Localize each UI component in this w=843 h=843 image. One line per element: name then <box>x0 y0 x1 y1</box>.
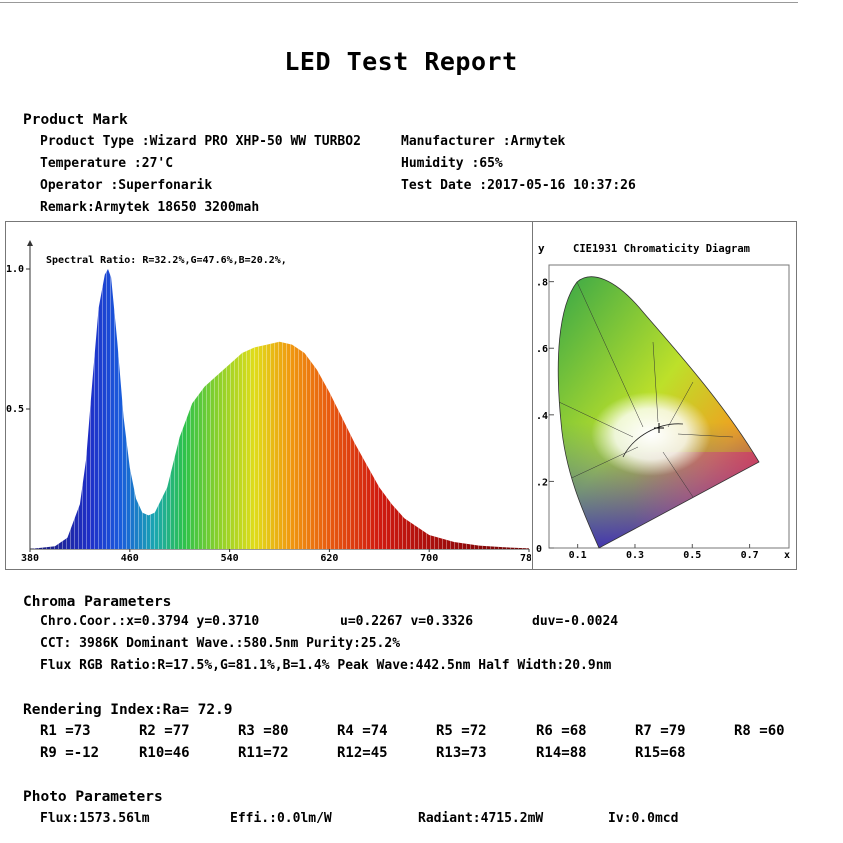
cie-x-tick-label: 0.5 <box>683 550 701 561</box>
product-mark-heading: Product Mark <box>23 112 128 128</box>
cie-x-tick-label: 0.7 <box>741 550 759 561</box>
spectrum-x-tick-label: 380 <box>21 553 39 564</box>
chroma-duv: duv=-0.0024 <box>532 614 619 629</box>
rendering-index-value: R6 =68 <box>536 723 587 739</box>
photo-iv: Iv:0.0mcd <box>608 811 679 826</box>
chroma-uv: u=0.2267 v=0.3326 <box>340 614 474 629</box>
rendering-index-value: R13=73 <box>436 745 487 761</box>
cie-title: CIE1931 Chromaticity Diagram <box>573 243 750 255</box>
spectrum-y-tick-label: 0.5 <box>6 404 24 415</box>
cie-x-tick-label: 0.3 <box>626 550 644 561</box>
cie-y-tick-label: .6 <box>536 344 548 355</box>
rendering-index-value: R1 =73 <box>40 723 91 739</box>
test-date: Test Date :2017-05-16 10:37:26 <box>401 178 636 193</box>
photo-efficacy: Effi.:0.0lm/W <box>230 811 332 826</box>
chroma-cct-line: CCT: 3986K Dominant Wave.:580.5nm Purity… <box>40 636 401 651</box>
photo-radiant: Radiant:4715.2mW <box>418 811 544 826</box>
cie-x-axis-label: x <box>784 550 790 561</box>
rendering-index-value: R4 =74 <box>337 723 388 739</box>
rendering-index-value: R8 =60 <box>734 723 785 739</box>
spectrum-x-tick-label: 540 <box>221 553 239 564</box>
cie-plot-frame <box>548 264 790 549</box>
cie-chart: y CIE1931 Chromaticity Diagram .8 .6 .4 .2 0… <box>536 242 790 561</box>
rendering-index-value: R7 =79 <box>635 723 686 739</box>
panel-divider <box>532 221 533 570</box>
chroma-coordinates: Chro.Coor.:x=0.3794 y=0.3710 <box>40 614 260 629</box>
humidity: Humidity :65% <box>401 156 503 171</box>
photo-flux: Flux:1573.56lm <box>40 811 150 826</box>
manufacturer: Manufacturer :Armytek <box>401 134 566 149</box>
remark: Remark:Armytek 18650 3200mah <box>40 200 260 215</box>
product-type: Product Type :Wizard PRO XHP-50 WW TURBO… <box>40 134 361 149</box>
photo-heading: Photo Parameters <box>23 789 163 805</box>
cie-y-tick-label: .8 <box>536 278 548 289</box>
rendering-index-value: R5 =72 <box>436 723 487 739</box>
spectrum-x-tick-label: 780 <box>520 553 531 564</box>
spectrum-stripes <box>30 269 529 549</box>
rendering-index-value: R3 =80 <box>238 723 289 739</box>
cie-locus-outline <box>557 276 760 549</box>
rendering-index-value: R2 =77 <box>139 723 190 739</box>
rendering-index-value: R15=68 <box>635 745 686 761</box>
spectral-ratio-label: Spectral Ratio: R=32.2%,G=47.6%,B=20.2%, <box>46 254 287 266</box>
cie-y-tick-label: 0 <box>536 544 542 555</box>
cie-y-tick-label: .2 <box>536 477 548 488</box>
operator: Operator :Superfonarik <box>40 178 213 193</box>
spectrum-y-tick-label: 1.0 <box>6 264 24 275</box>
spectrum-chart: 1.0 0.5 380 460 540 620 700 780 Spectral Ratio… <box>6 240 531 564</box>
rendering-index-value: R11=72 <box>238 745 289 761</box>
spectrum-x-tick-label: 460 <box>121 553 139 564</box>
chart-panel <box>5 221 797 570</box>
cie-x-tick-label: 0.1 <box>569 550 587 561</box>
rendering-index-value: R10=46 <box>139 745 190 761</box>
cie-y-tick-label: .4 <box>536 411 548 422</box>
chroma-heading: Chroma Parameters <box>23 594 172 610</box>
chroma-flux-line: Flux RGB Ratio:R=17.5%,G=81.1%,B=1.4% Pe… <box>40 658 612 673</box>
report-title: LED Test Report <box>284 47 518 76</box>
rendering-heading: Rendering Index:Ra= 72.9 <box>23 702 233 718</box>
spectrum-x-tick-label: 620 <box>320 553 338 564</box>
cie-y-axis-label: y <box>538 242 545 255</box>
rendering-index-value: R12=45 <box>337 745 388 761</box>
rendering-index-value: R14=88 <box>536 745 587 761</box>
cie-test-point-marker <box>654 423 664 433</box>
spectrum-x-tick-label: 700 <box>420 553 438 564</box>
top-edge-mark: · <box>648 0 653 4</box>
temperature: Temperature :27'C <box>40 156 174 171</box>
top-rule <box>0 2 798 3</box>
rendering-index-value: R9 =-12 <box>40 745 100 761</box>
